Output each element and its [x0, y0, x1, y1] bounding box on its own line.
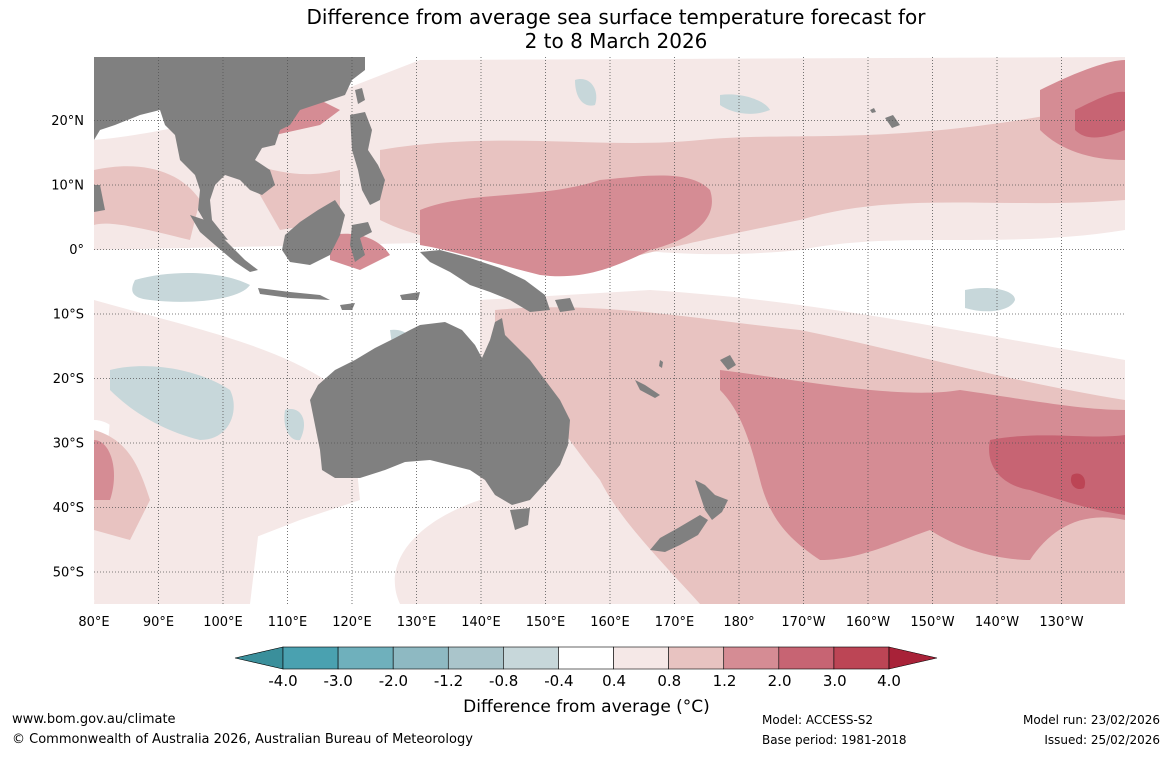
- title-line-2: 2 to 8 March 2026: [524, 29, 708, 53]
- sumatra: [190, 215, 258, 272]
- lat-label: 0°: [69, 243, 84, 258]
- colorbar-segment: [613, 646, 669, 670]
- lon-label: 80°E: [78, 615, 109, 630]
- model-run-date: Model run: 23/02/2026: [1022, 713, 1160, 727]
- lon-label: 120°E: [332, 615, 372, 630]
- lat-label: 10°N: [51, 179, 84, 194]
- base-period: Base period: 1981-2018: [762, 733, 907, 747]
- colorbar-segment: [778, 646, 835, 670]
- colorbar-tick: 0.4: [602, 672, 626, 690]
- latitude-labels: 20°N 10°N 0° 10°S 20°S 30°S 40°S 50°S: [51, 114, 84, 581]
- anomaly-strong-warm: [94, 60, 1125, 560]
- colorbar-tick: -4.0: [268, 672, 297, 690]
- lat-label: 40°S: [53, 501, 84, 516]
- colorbar-tick: 3.0: [823, 672, 847, 690]
- colorbar-segment: [668, 646, 725, 670]
- colorbar: -4.0 -3.0 -2.0 -1.2 -0.8 -0.4 0.4 0.8 1.…: [234, 646, 938, 690]
- colorbar-tick: -3.0: [324, 672, 353, 690]
- map-gridlines: [94, 57, 1125, 604]
- colorbar-segment: [558, 646, 614, 670]
- land-masses: [94, 57, 900, 552]
- model-name: Model: ACCESS-S2: [762, 713, 874, 727]
- anomaly-cool: [110, 79, 1015, 441]
- colorbar-segment: [447, 646, 504, 670]
- anomaly-very-strong-warm: [989, 91, 1125, 515]
- longitude-labels: 80°E 90°E 100°E 110°E 120°E 130°E 140°E …: [78, 615, 1083, 630]
- lon-label: 150°W: [910, 615, 954, 630]
- borneo: [282, 200, 345, 265]
- colorbar-tick: 0.8: [657, 672, 681, 690]
- map-plot-area: [94, 57, 1125, 604]
- lat-label: 10°S: [53, 308, 84, 323]
- lon-label: 140°E: [461, 615, 501, 630]
- lon-label: 140°W: [975, 615, 1019, 630]
- colorbar-tick: 4.0: [877, 672, 901, 690]
- lon-label: 170°E: [655, 615, 695, 630]
- colorbar-segment: [392, 646, 449, 670]
- lon-label: 170°W: [781, 615, 825, 630]
- colorbar-segment: [833, 646, 890, 670]
- lat-label: 50°S: [53, 566, 84, 581]
- colorbar-tick: 2.0: [768, 672, 792, 690]
- lat-label: 30°S: [53, 437, 84, 452]
- lon-label: 180°: [723, 615, 754, 630]
- colorbar-tick: -1.2: [434, 672, 463, 690]
- colorbar-tick: -0.4: [544, 672, 573, 690]
- lon-label: 110°E: [268, 615, 308, 630]
- new-zealand-south: [650, 515, 708, 552]
- lon-label: 160°W: [846, 615, 890, 630]
- lat-label: 20°S: [53, 372, 84, 387]
- lon-label: 100°E: [203, 615, 243, 630]
- website-link[interactable]: www.bom.gov.au/climate: [12, 712, 176, 727]
- colorbar-tick: -0.8: [489, 672, 518, 690]
- colorbar-segment: [282, 646, 339, 670]
- lon-label: 130°W: [1039, 615, 1083, 630]
- colorbar-title: Difference from average (°C): [463, 697, 710, 717]
- java: [258, 288, 330, 300]
- asia-mainland: [94, 57, 365, 240]
- lon-label: 160°E: [590, 615, 630, 630]
- colorbar-tick-labels: -4.0 -3.0 -2.0 -1.2 -0.8 -0.4 0.4 0.8 1.…: [268, 672, 901, 690]
- philippines: [350, 112, 385, 205]
- australia: [310, 318, 570, 505]
- colorbar-segments: [282, 646, 890, 670]
- colorbar-left-extension: [234, 646, 284, 670]
- lat-label: 20°N: [51, 114, 84, 129]
- colorbar-right-extension: [888, 646, 938, 670]
- issued-date: Issued: 25/02/2026: [1044, 733, 1160, 747]
- colorbar-segment: [723, 646, 780, 670]
- tasmania: [510, 508, 530, 530]
- new-guinea: [420, 250, 550, 312]
- sulawesi: [350, 222, 372, 262]
- lon-label: 90°E: [143, 615, 174, 630]
- copyright-text: © Commonwealth of Australia 2026, Austra…: [12, 732, 473, 747]
- lon-label: 130°E: [397, 615, 437, 630]
- lon-label: 150°E: [526, 615, 566, 630]
- colorbar-segment: [337, 646, 394, 670]
- colorbar-tick: 1.2: [713, 672, 737, 690]
- title-line-1: Difference from average sea surface temp…: [306, 5, 926, 29]
- colorbar-tick: -2.0: [379, 672, 408, 690]
- colorbar-segment: [503, 646, 559, 670]
- new-zealand-north: [695, 480, 728, 520]
